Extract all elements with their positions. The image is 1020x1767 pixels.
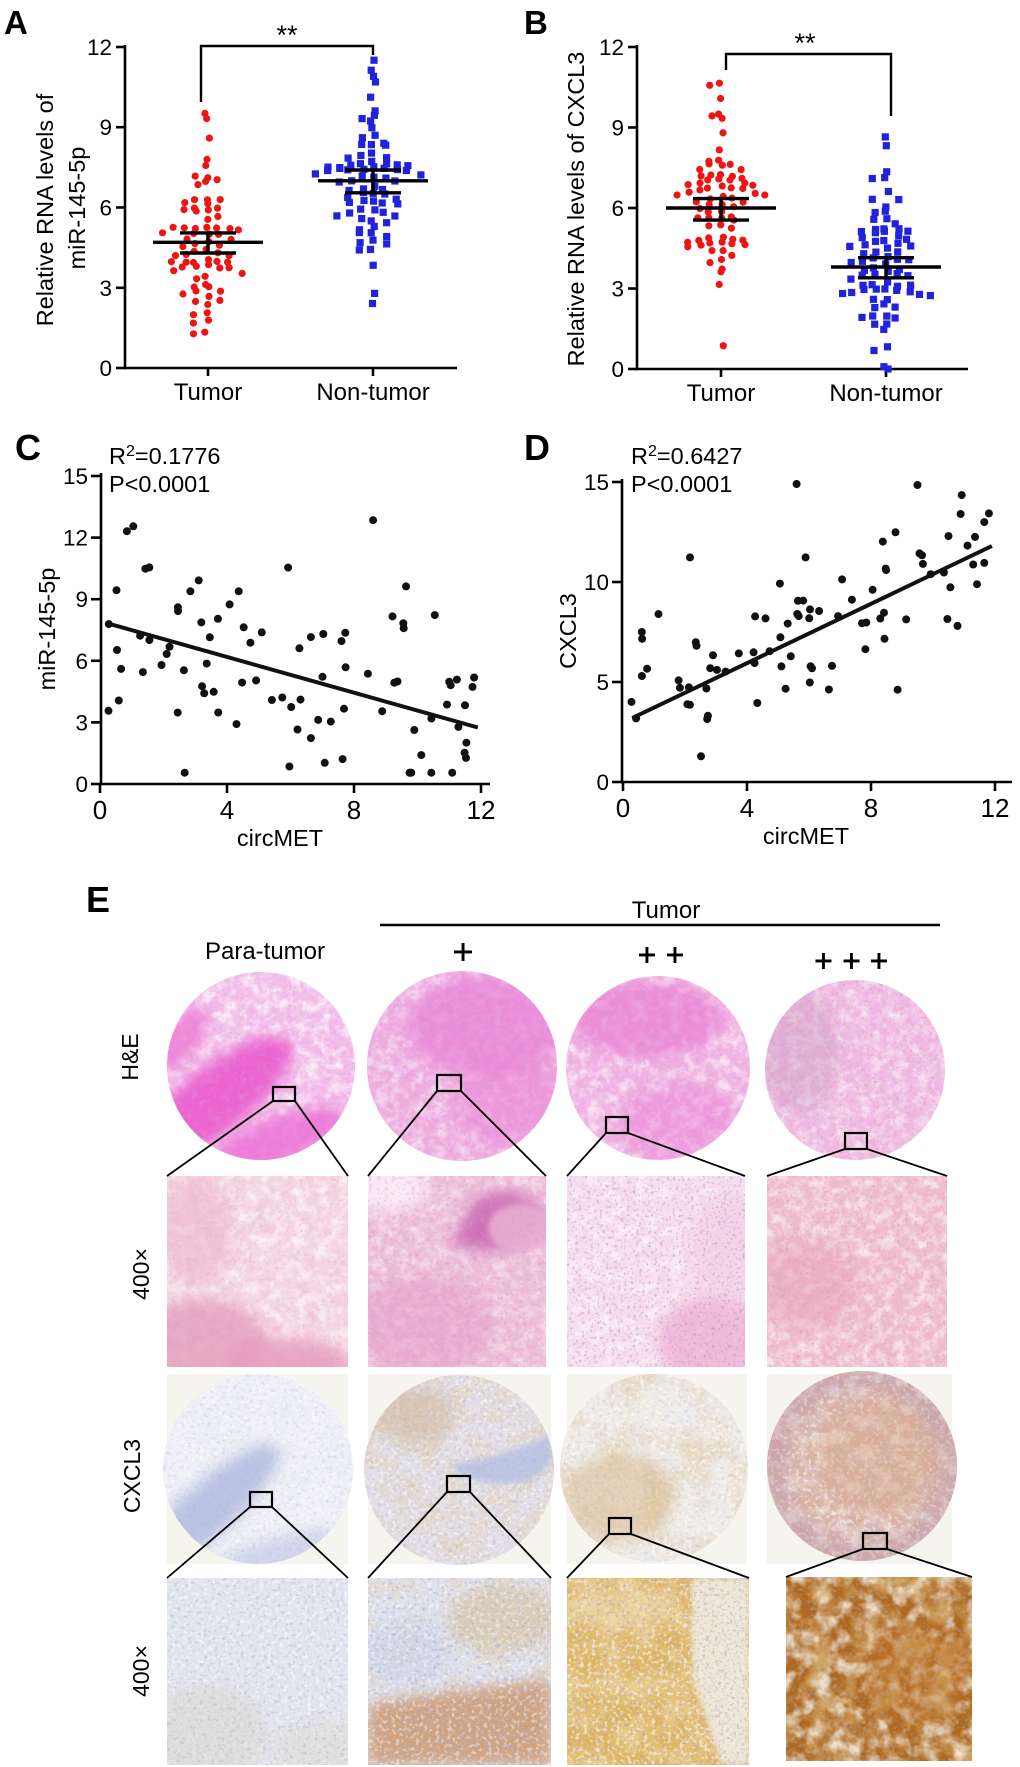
svg-text:15: 15 <box>63 464 88 489</box>
svg-text:0: 0 <box>99 356 112 381</box>
svg-text:400×: 400× <box>128 1645 154 1697</box>
svg-text:0: 0 <box>596 770 609 795</box>
svg-text:CXCL3: CXCL3 <box>555 593 581 669</box>
svg-text:12: 12 <box>63 526 88 551</box>
svg-text:4: 4 <box>220 795 234 825</box>
svg-text:**: ** <box>276 20 298 50</box>
svg-text:Relative RNA levels of CXCL3: Relative RNA levels of CXCL3 <box>563 52 589 367</box>
svg-text:A: A <box>4 4 28 41</box>
svg-text:Tumor: Tumor <box>174 379 242 406</box>
svg-text:miR-145-5p: miR-145-5p <box>34 568 60 691</box>
svg-text:8: 8 <box>864 793 878 823</box>
svg-text:0: 0 <box>93 795 107 825</box>
svg-text:P<0.0001: P<0.0001 <box>109 471 210 497</box>
svg-text:12: 12 <box>981 793 1010 823</box>
svg-text:9: 9 <box>99 115 112 140</box>
svg-text:Tumor: Tumor <box>632 897 700 924</box>
svg-text:Non-tumor: Non-tumor <box>316 379 429 406</box>
svg-text:6: 6 <box>75 649 88 674</box>
svg-text:0: 0 <box>616 793 630 823</box>
svg-text:C: C <box>15 427 41 468</box>
svg-text:6: 6 <box>611 196 624 221</box>
svg-text:R2=0.6427: R2=0.6427 <box>631 443 743 469</box>
svg-text:E: E <box>86 879 110 920</box>
svg-text:B: B <box>524 4 548 41</box>
svg-text:10: 10 <box>584 570 609 595</box>
svg-text:8: 8 <box>347 795 361 825</box>
svg-text:D: D <box>524 427 550 468</box>
svg-text:6: 6 <box>99 196 112 221</box>
svg-text:3: 3 <box>611 277 624 302</box>
svg-text:12: 12 <box>599 35 624 60</box>
svg-text:400×: 400× <box>128 1248 154 1300</box>
svg-text:3: 3 <box>75 710 88 735</box>
svg-text:12: 12 <box>87 35 112 60</box>
svg-text:9: 9 <box>75 587 88 612</box>
svg-text:P<0.0001: P<0.0001 <box>631 471 732 497</box>
svg-text:4: 4 <box>740 793 754 823</box>
svg-text:miR-145-5p: miR-145-5p <box>64 147 90 270</box>
svg-text:0: 0 <box>75 772 88 797</box>
svg-text:R2=0.1776: R2=0.1776 <box>109 443 221 469</box>
svg-text:CXCL3: CXCL3 <box>119 1439 145 1513</box>
svg-text:3: 3 <box>99 276 112 301</box>
svg-text:**: ** <box>794 28 816 58</box>
svg-text:circMET: circMET <box>763 823 849 849</box>
svg-text:Para-tumor: Para-tumor <box>205 938 325 965</box>
svg-text:12: 12 <box>467 795 496 825</box>
svg-text:Tumor: Tumor <box>687 380 755 407</box>
svg-text:0: 0 <box>611 357 624 382</box>
svg-text:Non-tumor: Non-tumor <box>829 380 942 407</box>
svg-text:circMET: circMET <box>237 825 323 851</box>
svg-text:5: 5 <box>596 670 609 695</box>
svg-text:9: 9 <box>611 116 624 141</box>
svg-text:15: 15 <box>584 470 609 495</box>
svg-text:Relative RNA levels of: Relative RNA levels of <box>32 93 58 326</box>
svg-text:H&E: H&E <box>117 1033 143 1080</box>
